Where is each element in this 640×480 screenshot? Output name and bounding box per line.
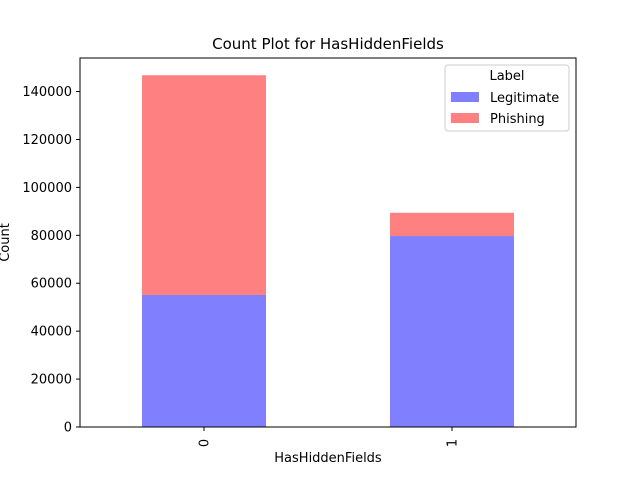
legend: Label Legitimate Phishing <box>444 64 570 132</box>
bar-phishing-1 <box>390 212 514 237</box>
y-tick-label: 100000 <box>22 181 72 196</box>
legend-swatch-phishing <box>451 113 479 123</box>
x-tick-label: 0 <box>198 439 213 447</box>
bar-legitimate-0 <box>142 294 266 427</box>
bar-phishing-0 <box>142 75 266 295</box>
y-tick-label: 20000 <box>31 373 72 388</box>
legend-swatch-legitimate <box>451 92 479 102</box>
y-tick-label: 120000 <box>22 133 72 148</box>
legend-title: Label <box>489 69 524 84</box>
legend-label-legitimate: Legitimate <box>490 91 559 106</box>
bar-legitimate-1 <box>390 236 514 427</box>
y-axis: 0 20000 40000 60000 80000 100000 120000 140000 <box>22 85 80 436</box>
y-axis-label: Count <box>0 223 13 262</box>
plot-frame <box>79 57 577 428</box>
y-tick-label: 140000 <box>22 85 72 100</box>
y-tick-label: 0 <box>64 421 72 436</box>
x-axis-label: HasHiddenFields <box>274 451 382 466</box>
y-tick-label: 60000 <box>31 277 72 292</box>
y-tick-label: 40000 <box>31 325 72 340</box>
chart-title: Count Plot for HasHiddenFields <box>212 35 444 53</box>
legend-label-phishing: Phishing <box>490 112 545 127</box>
x-tick-label: 1 <box>446 439 461 447</box>
y-tick-label: 80000 <box>31 229 72 244</box>
bars-group <box>142 75 514 427</box>
